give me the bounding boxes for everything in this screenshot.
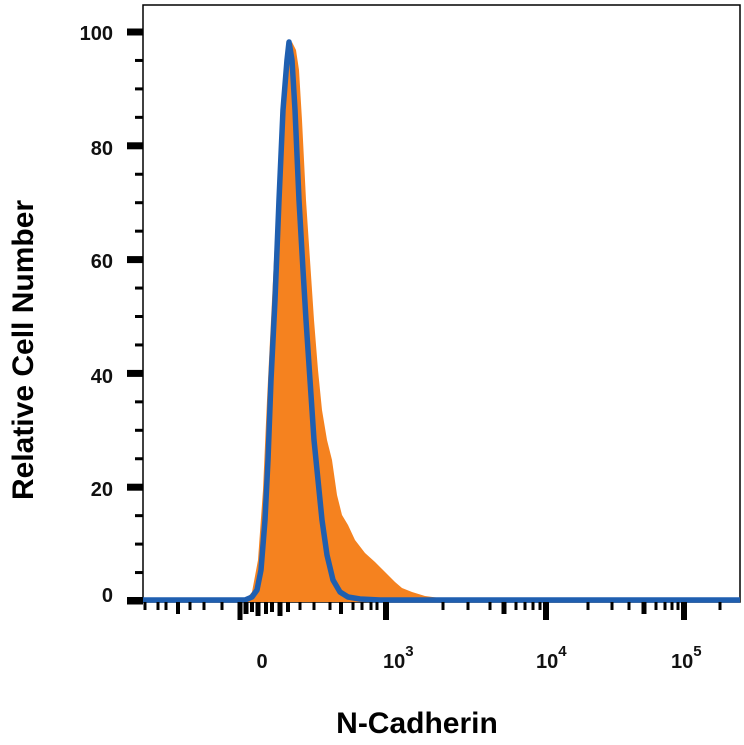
y-tick-80: 80 bbox=[91, 138, 113, 160]
y-axis-ticks bbox=[127, 28, 143, 605]
x-axis-ticks bbox=[127, 597, 722, 620]
x-tick-labels: 0 103 104 105 bbox=[256, 643, 701, 673]
y-axis-title: Relative Cell Number bbox=[7, 200, 40, 500]
y-tick-20: 20 bbox=[91, 479, 113, 501]
filled-histogram-ncadherin bbox=[243, 42, 444, 602]
x-tick-10e3: 103 bbox=[383, 643, 414, 673]
y-tick-0: 0 bbox=[102, 585, 113, 607]
y-tick-60: 60 bbox=[91, 251, 113, 273]
x-tick-10e4: 104 bbox=[536, 643, 567, 673]
x-axis-title: N-Cadherin bbox=[336, 707, 498, 740]
plot-frame bbox=[142, 4, 741, 603]
x-tick-0: 0 bbox=[256, 651, 267, 673]
isotype-control-outline bbox=[143, 39, 740, 603]
y-tick-labels: 100 80 60 40 20 0 bbox=[80, 23, 113, 607]
y-tick-40: 40 bbox=[91, 366, 113, 388]
x-tick-10e5: 105 bbox=[671, 643, 702, 673]
y-tick-100: 100 bbox=[80, 23, 113, 45]
